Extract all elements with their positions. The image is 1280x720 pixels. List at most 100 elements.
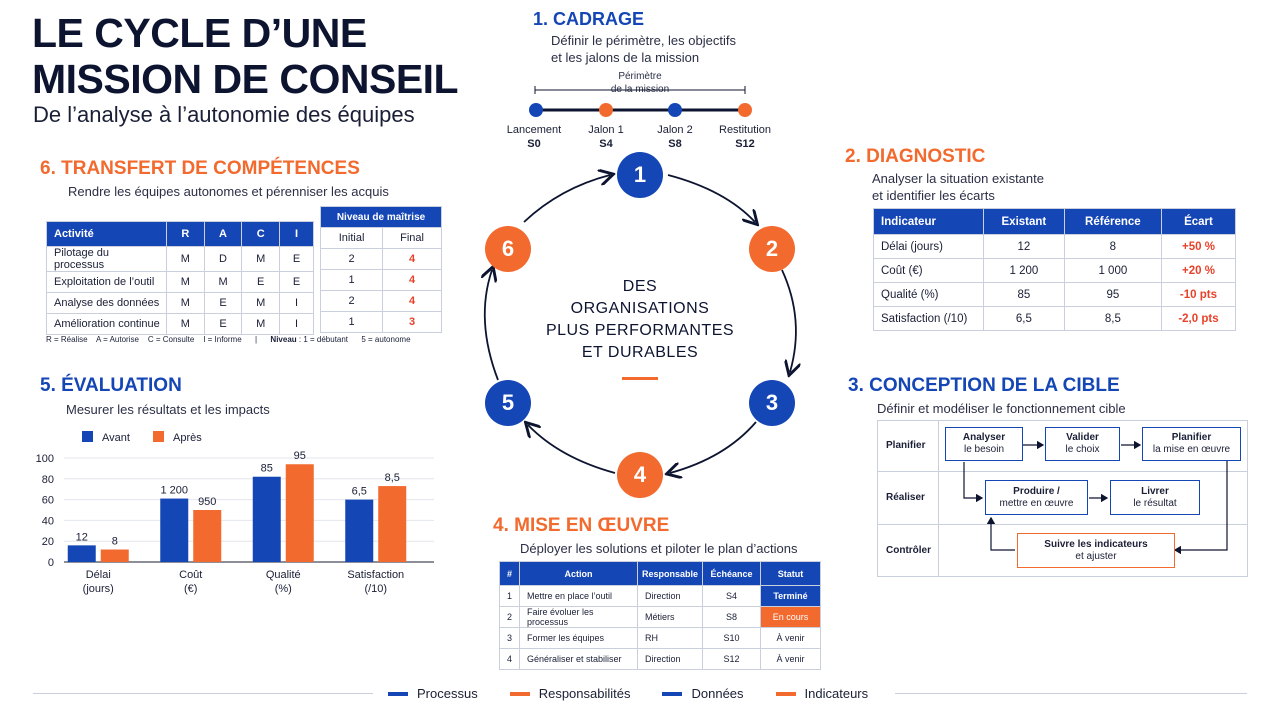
table-row: Analyse des données M E M I	[46, 292, 314, 314]
data-label: 95	[294, 450, 306, 462]
footer-legend: Processus Responsabilités Données Indica…	[388, 686, 868, 701]
data-label: 6,5	[352, 486, 367, 498]
swimlane-diagram: Planifier Réaliser Contrôler	[877, 420, 1248, 577]
plan-header: #	[499, 561, 520, 586]
table-row: Pilotage du processus M D M E	[46, 246, 314, 272]
milestone-label: Lancement	[506, 124, 562, 136]
level-cell: 2	[319, 290, 384, 312]
level-cell: 1	[319, 269, 384, 291]
timeline	[529, 86, 752, 117]
data-label: 85	[261, 463, 273, 475]
raci-legend: R = Réalise A = Autorise C = Consulte I …	[46, 335, 411, 344]
center-line-4: ET DURABLES	[581, 344, 699, 361]
raci-header-a: A	[203, 221, 243, 247]
status-badge: À venir	[760, 627, 821, 649]
y-tick-label: 100	[36, 453, 54, 465]
lane-divider	[878, 471, 1247, 472]
milestone-week: S12	[735, 138, 755, 150]
action-plan-table: # Action Responsable Échéance Statut 1 M…	[499, 561, 821, 670]
raci-cell: M	[166, 292, 205, 314]
cycle-step-5[interactable]: 5	[485, 380, 531, 426]
status-badge: En cours	[760, 606, 821, 628]
level-cell: 4	[382, 269, 442, 291]
raci-cell: I	[279, 313, 314, 335]
milestone-label: Restitution	[719, 124, 771, 136]
raci-cell: Exploitation de l’outil	[46, 271, 167, 293]
flow-box-line: Suivre les indicateurs	[1044, 538, 1148, 550]
milestone-1: Lancement S0	[496, 123, 572, 151]
section-1-desc-line-1: Définir le périmètre, les objectifs	[551, 33, 736, 48]
legend-swatch	[388, 691, 408, 696]
plan-cell: RH	[636, 627, 704, 649]
plan-cell: Faire évoluer les processus	[519, 606, 638, 628]
raci-cell: E	[279, 246, 314, 272]
plan-cell: 1	[499, 585, 520, 607]
section-4-desc: Déployer les solutions et piloter le pla…	[520, 541, 798, 556]
level-sub-final: Final	[382, 227, 442, 249]
flow-box-line: le besoin	[963, 444, 1005, 455]
raci-header-activity: Activité	[46, 221, 167, 247]
cycle-step-4[interactable]: 4	[617, 452, 663, 498]
table-row: Satisfaction (/10) 6,5 8,5 -2,0 pts	[873, 306, 1237, 331]
diag-header: Référence	[1063, 208, 1162, 235]
section-2-desc-line-1: Analyser la situation existante	[872, 171, 1044, 186]
flow-box-line: et ajuster	[1075, 550, 1117, 562]
raci-cell: E	[203, 313, 243, 335]
x-tick-label: (/10)	[364, 583, 387, 595]
section-5-desc: Mesurer les résultats et les impacts	[66, 402, 270, 417]
x-tick-label: (€)	[184, 583, 197, 595]
flow-box-line: le résultat	[1133, 497, 1177, 509]
table-row: 4 Généraliser et stabiliser Direction S1…	[499, 648, 821, 670]
evaluation-bar-chart: 0 20 40 60 80 100 Avant Après 12 8 Délai (jours) 1 2…	[36, 431, 434, 595]
plan-cell: S8	[702, 606, 762, 628]
title-line-1: LE CYCLE D’UNE	[32, 10, 367, 56]
x-tick-label: Coût	[179, 569, 202, 581]
data-label: 8,5	[385, 472, 400, 484]
section-2-desc-line-2: et identifier les écarts	[872, 188, 995, 203]
legend-swatch	[153, 431, 164, 442]
milestone-dot	[599, 103, 613, 117]
raci-cell: M	[166, 271, 205, 293]
lane-realiser: Réaliser	[886, 492, 925, 503]
diag-cell: +50 %	[1160, 234, 1237, 259]
level-cell: 3	[382, 311, 442, 333]
raci-header-c: C	[241, 221, 281, 247]
cycle-step-3[interactable]: 3	[749, 380, 795, 426]
x-tick-label: Qualité	[266, 569, 301, 581]
flow-box-analyser: Analyser le besoin	[945, 427, 1023, 461]
plan-cell: Mettre en place l’outil	[519, 585, 638, 607]
raci-cell: M	[241, 246, 281, 272]
level-cell: 2	[319, 248, 384, 270]
cycle-step-6[interactable]: 6	[485, 226, 531, 272]
x-tick-label: (jours)	[83, 583, 114, 595]
cycle-step-2[interactable]: 2	[749, 226, 795, 272]
raci-cell: M	[203, 271, 243, 293]
section-1-desc-line-2: et les jalons de la mission	[551, 50, 700, 65]
plan-header: Statut	[760, 561, 821, 586]
milestone-dot	[738, 103, 752, 117]
legend-swatch	[82, 431, 93, 442]
table-row: 1 Mettre en place l’outil Direction S4 T…	[499, 585, 821, 607]
raci-header-i: I	[279, 221, 314, 247]
flow-box-livrer: Livrer le résultat	[1110, 480, 1200, 515]
legend-label: Avant	[102, 432, 130, 444]
section-1-title: 1. CADRAGE	[533, 9, 645, 29]
flow-box-line: Valider	[1066, 432, 1099, 443]
raci-cell: E	[203, 292, 243, 314]
lane-planifier: Planifier	[886, 440, 926, 451]
diag-cell: 85	[983, 282, 1065, 307]
center-line-2: ORGANISATIONS	[570, 300, 710, 317]
swimlane-arrows	[963, 440, 1228, 555]
diag-header: Indicateur	[873, 208, 984, 235]
legend-item-donnees: Données	[691, 686, 744, 701]
diag-header: Écart	[1160, 208, 1237, 235]
table-row: Délai (jours) 12 8 +50 %	[873, 234, 1237, 259]
center-message: DES ORGANISATIONS PLUS PERFORMANTES ET D…	[520, 276, 760, 364]
diag-cell: 12	[983, 234, 1065, 259]
data-label: 950	[198, 496, 216, 508]
bar	[285, 464, 314, 562]
cycle-step-1[interactable]: 1	[617, 152, 663, 198]
cycle-arrows	[460, 140, 820, 500]
table-row: Qualité (%) 85 95 -10 pts	[873, 282, 1237, 307]
